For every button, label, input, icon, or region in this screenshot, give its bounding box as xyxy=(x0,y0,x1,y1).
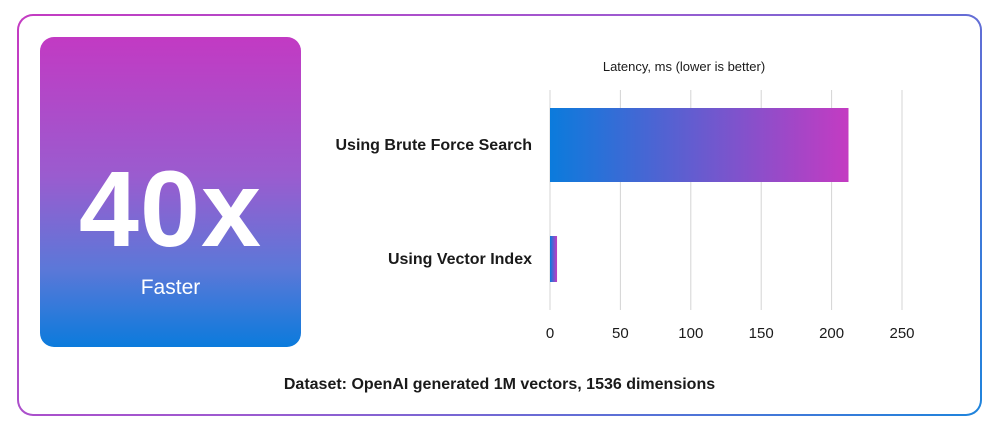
category-labels: Using Brute Force Search Using Vector Ind… xyxy=(336,137,533,268)
x-axis-ticks: 0 50 100 150 200 250 xyxy=(546,325,915,342)
speedup-value: 40x xyxy=(78,148,263,269)
category-label: Using Vector Index xyxy=(388,251,532,268)
bars xyxy=(550,108,849,282)
speedup-label: Faster xyxy=(140,276,201,299)
x-tick-label: 150 xyxy=(749,325,774,342)
dataset-caption: Dataset: OpenAI generated 1M vectors, 15… xyxy=(283,376,716,393)
speedup-card: 40x Faster xyxy=(40,37,301,347)
x-tick-label: 250 xyxy=(889,325,914,342)
x-tick-label: 50 xyxy=(612,325,629,342)
x-tick-label: 0 xyxy=(546,325,554,342)
bar xyxy=(550,236,558,282)
category-label: Using Brute Force Search xyxy=(336,137,533,154)
bar xyxy=(550,108,849,182)
x-tick-label: 200 xyxy=(819,325,844,342)
x-tick-label: 100 xyxy=(678,325,703,342)
chart-title: Latency, ms (lower is better) xyxy=(603,59,765,74)
